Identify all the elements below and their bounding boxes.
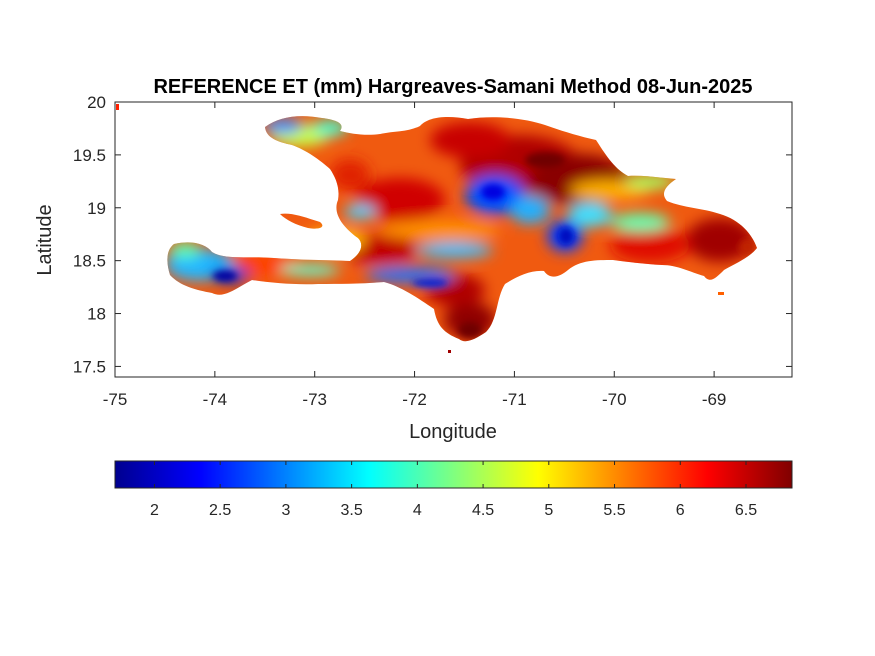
x-tick-label: -75 <box>103 390 128 409</box>
x-tick-label: -72 <box>402 390 427 409</box>
x-tick-label: -69 <box>702 390 727 409</box>
x-axis-ticks: -75 -74 -73 -72 -71 -70 -69 <box>103 102 727 409</box>
y-tick-label: 20 <box>87 93 106 112</box>
x-tick-label: -70 <box>602 390 627 409</box>
x-tick-label: -73 <box>302 390 327 409</box>
colorbar-tick-label: 3 <box>281 502 290 519</box>
y-tick-label: 19 <box>87 199 106 218</box>
y-axis-ticks: 17.5 18 18.5 19 19.5 20 <box>73 93 792 376</box>
colorbar-tick-label: 4.5 <box>472 502 494 519</box>
y-axis-label: Latitude <box>34 204 56 275</box>
y-tick-label: 18.5 <box>73 252 106 271</box>
chart-title: REFERENCE ET (mm) Hargreaves-Samani Meth… <box>153 76 752 98</box>
x-tick-label: -74 <box>203 390 228 409</box>
south-speck <box>448 350 451 353</box>
colorbar-tick-label: 5 <box>544 502 553 519</box>
colorbar <box>114 460 793 489</box>
coast-speck <box>718 292 724 295</box>
colorbar-tick-label: 5.5 <box>603 502 625 519</box>
x-tick-label: -71 <box>502 390 527 409</box>
nw-speck <box>116 104 119 110</box>
colorbar-tick-label: 2 <box>150 502 159 519</box>
colorbar-tick-label: 4 <box>413 502 422 519</box>
colorbar-tick-label: 6.5 <box>735 502 757 519</box>
colorbar-tick-label: 3.5 <box>340 502 362 519</box>
y-tick-label: 18 <box>87 305 106 324</box>
x-axis-label: Longitude <box>409 421 497 443</box>
colorbar-tick-label: 6 <box>676 502 685 519</box>
colorbar-ticks: 2 2.5 3 3.5 4 4.5 5 5.5 6 6.5 <box>150 461 757 519</box>
y-tick-label: 19.5 <box>73 146 106 165</box>
y-tick-label: 17.5 <box>73 357 106 376</box>
colorbar-tick-label: 2.5 <box>209 502 231 519</box>
